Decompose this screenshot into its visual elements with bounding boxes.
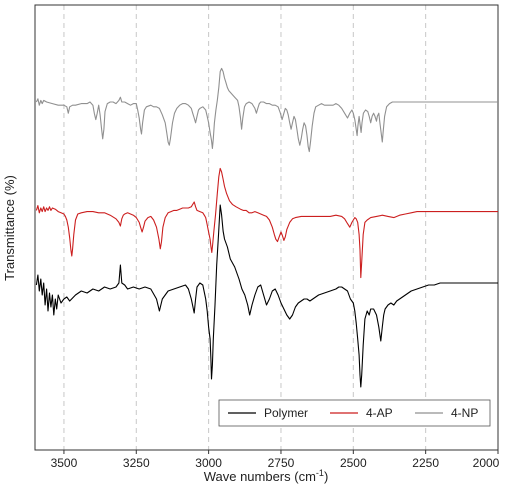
series-line-4-ap <box>35 167 498 279</box>
legend-label-4np: 4-NP <box>451 406 478 420</box>
series-layer <box>35 67 498 388</box>
legend: Polymer 4-AP 4-NP <box>218 399 491 427</box>
x-axis-label-exponent: -1 <box>316 468 324 478</box>
x-tick-label-3000: 3000 <box>195 456 222 470</box>
x-tick-label-2250: 2250 <box>412 456 439 470</box>
x-tick-label-2500: 2500 <box>340 456 367 470</box>
x-tick-label-3500: 3500 <box>51 456 78 470</box>
series-line-4-np <box>35 67 498 153</box>
legend-label-polymer: Polymer <box>264 406 308 420</box>
x-axis-ticks: 3500 3250 3000 2750 2500 2250 2000 <box>51 450 500 470</box>
x-axis-label: Wave numbers (cm-1) <box>204 468 329 484</box>
y-axis-label: Transmittance (%) <box>2 175 17 281</box>
x-tick-label-2000: 2000 <box>473 456 500 470</box>
legend-label-4ap: 4-AP <box>366 406 393 420</box>
series-line-polymer <box>35 204 498 388</box>
vertical-gridlines <box>63 5 427 450</box>
x-tick-label-2750: 2750 <box>268 456 295 470</box>
x-tick-label-3250: 3250 <box>123 456 150 470</box>
plot-frame <box>34 4 499 451</box>
